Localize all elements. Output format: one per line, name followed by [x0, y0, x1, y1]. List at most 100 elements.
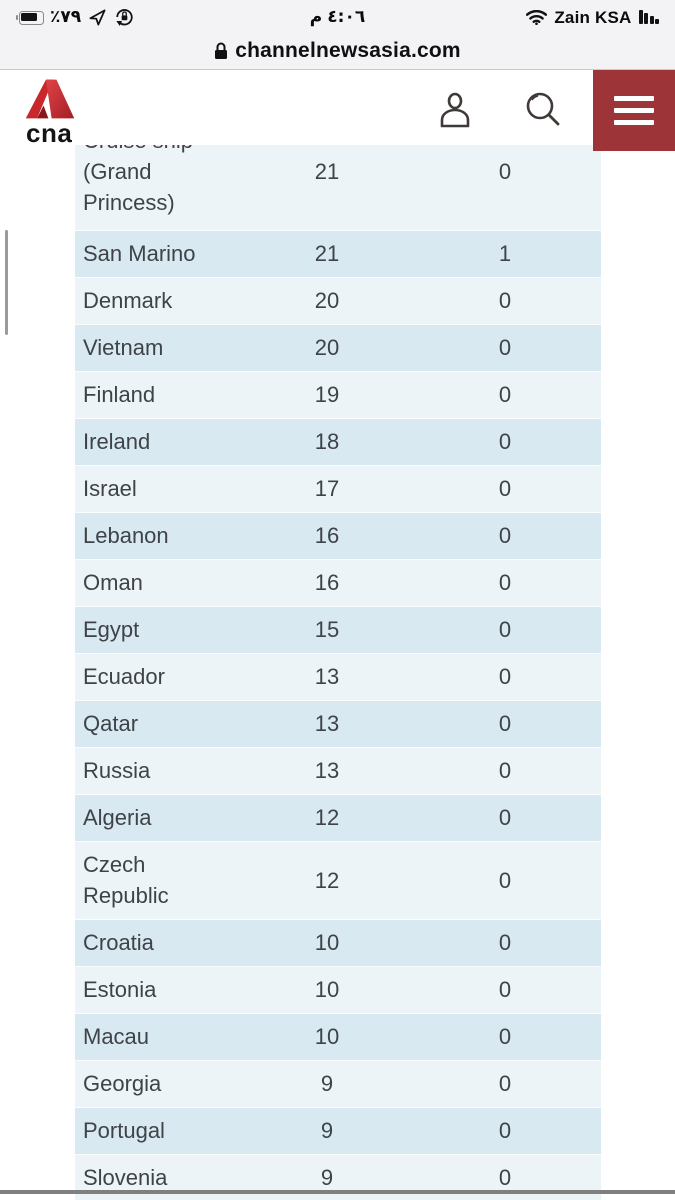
- cases-cell: 10: [314, 1024, 340, 1049]
- deaths-cell: 0: [498, 617, 512, 642]
- country-cell: Qatar: [75, 708, 245, 739]
- location-arrow-icon: [89, 9, 106, 25]
- deaths-cell: 0: [498, 159, 512, 184]
- cases-cell: 13: [314, 664, 340, 689]
- deaths-cell: 0: [498, 335, 512, 360]
- cases-cell: 20: [314, 288, 340, 313]
- cases-cell: 9: [320, 1165, 334, 1190]
- country-name: Ireland: [83, 429, 151, 454]
- deaths-cell: 0: [498, 382, 512, 407]
- deaths-cell: 0: [498, 1118, 512, 1143]
- country-name: Slovenia: [83, 1165, 168, 1190]
- country-name: Oman: [83, 570, 143, 595]
- cases-cell: 17: [314, 476, 340, 501]
- scrollbar-thumb[interactable]: [5, 230, 8, 335]
- deaths-cell: 0: [498, 867, 512, 893]
- table-row: San Marino 21 1: [75, 231, 601, 278]
- cases-cell: 13: [314, 711, 340, 736]
- cases-cell: 15: [314, 617, 340, 642]
- country-name: Finland: [83, 382, 156, 407]
- orientation-lock-icon: [116, 9, 133, 26]
- hamburger-icon: [614, 120, 654, 125]
- battery-icon: [16, 10, 44, 25]
- country-name: Egypt: [83, 617, 140, 642]
- table-row: Israel 17 0: [75, 466, 601, 513]
- country-name: Qatar: [83, 711, 139, 736]
- signal-bars-icon: [638, 10, 659, 24]
- country-name: Portugal: [83, 1118, 165, 1143]
- browser-chrome: ٪٧٩ م ٤:٠٦: [0, 0, 675, 70]
- cases-cell: 18: [314, 429, 340, 454]
- status-right-cluster: Zain KSA: [526, 9, 659, 26]
- country-name: Estonia: [83, 977, 157, 1002]
- cases-cell: 9: [320, 1118, 334, 1143]
- country-cell: Israel: [75, 473, 245, 504]
- cases-cell: 20: [314, 335, 340, 360]
- cases-cell: 13: [314, 758, 340, 783]
- menu-button[interactable]: [593, 70, 675, 151]
- country-cell: Slovenia: [75, 1162, 245, 1193]
- country-name: Czech Republic: [83, 852, 169, 908]
- cases-cell: 16: [314, 523, 340, 548]
- country-name: Israel: [83, 476, 137, 501]
- hamburger-icon: [614, 96, 654, 101]
- search-button[interactable]: [521, 88, 565, 132]
- country-cell: Portugal: [75, 1115, 245, 1146]
- country-name: Croatia: [83, 930, 154, 955]
- country-name: Vietnam: [83, 335, 164, 360]
- time-value: ٤:٠٦: [327, 6, 366, 27]
- deaths-cell: 0: [498, 288, 512, 313]
- table-row: Czech Republic 12 0: [75, 842, 601, 920]
- covid-table: Cruise ship (Grand Princess) 21 0 San Ma…: [75, 114, 601, 1200]
- table-row: Algeria 12 0: [75, 795, 601, 842]
- deaths-cell: 0: [498, 1165, 512, 1190]
- hamburger-icon: [614, 108, 654, 113]
- deaths-cell: 0: [498, 664, 512, 689]
- table-row: Oman 16 0: [75, 560, 601, 607]
- deaths-cell: 0: [498, 476, 512, 501]
- deaths-cell: 0: [498, 805, 512, 830]
- country-name: Algeria: [83, 805, 152, 830]
- country-cell: Finland: [75, 379, 245, 410]
- table-row: Ireland 18 0: [75, 419, 601, 466]
- country-cell: Algeria: [75, 802, 245, 833]
- url-bar[interactable]: channelnewsasia.com: [0, 34, 675, 68]
- country-cell: San Marino: [75, 238, 245, 269]
- table-row: Estonia 10 0: [75, 967, 601, 1014]
- time-suffix: م: [309, 6, 323, 27]
- country-cell: Russia: [75, 755, 245, 786]
- country-cell: Oman: [75, 567, 245, 598]
- table-row: Denmark 20 0: [75, 278, 601, 325]
- deaths-cell: 0: [498, 429, 512, 454]
- deaths-cell: 0: [498, 758, 512, 783]
- country-cell: Georgia: [75, 1068, 245, 1099]
- table-row: Ecuador 13 0: [75, 654, 601, 701]
- country-cell: Egypt: [75, 614, 245, 645]
- table-row: Macau 10 0: [75, 1014, 601, 1061]
- battery-percent: ٪٧٩: [50, 6, 82, 27]
- deaths-cell: 0: [498, 930, 512, 955]
- country-cell: Denmark: [75, 285, 245, 316]
- url-domain: channelnewsasia.com: [235, 39, 461, 62]
- deaths-cell: 0: [498, 1024, 512, 1049]
- country-name: Ecuador: [83, 664, 165, 689]
- table-row: Russia 13 0: [75, 748, 601, 795]
- account-button[interactable]: [433, 88, 477, 132]
- status-bar: ٪٧٩ م ٤:٠٦: [0, 0, 675, 34]
- deaths-cell: 0: [498, 570, 512, 595]
- country-cell: Czech Republic: [75, 849, 245, 911]
- cna-logo[interactable]: cna: [24, 78, 104, 146]
- person-icon: [440, 92, 470, 128]
- status-left-cluster: ٪٧٩: [16, 7, 135, 27]
- country-name: Georgia: [83, 1071, 162, 1096]
- country-name: Russia: [83, 758, 151, 783]
- country-cell: Ecuador: [75, 661, 245, 692]
- country-name: Macau: [83, 1024, 150, 1049]
- table-row: Egypt 15 0: [75, 607, 601, 654]
- site-header: cna: [0, 70, 675, 146]
- deaths-cell: 0: [498, 1071, 512, 1096]
- table-row: Georgia 9 0: [75, 1061, 601, 1108]
- table-row: Qatar 13 0: [75, 701, 601, 748]
- country-cell: Croatia: [75, 927, 245, 958]
